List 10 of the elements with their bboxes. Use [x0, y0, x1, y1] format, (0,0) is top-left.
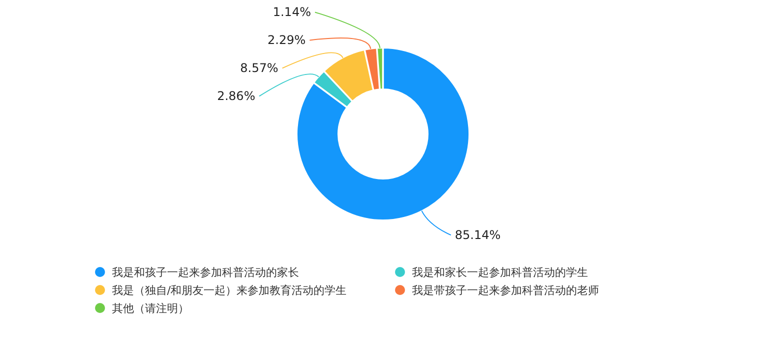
data-label: 85.14% — [454, 228, 501, 242]
data-label: 2.86% — [217, 89, 256, 104]
legend-label: 我是和孩子一起来参加科普活动的家长 — [112, 266, 299, 279]
data-label: 2.29% — [268, 33, 306, 48]
data-label: 8.57% — [240, 61, 278, 76]
legend-label: 我是带孩子一起来参加科普活动的老师 — [412, 284, 599, 297]
legend-label: 我是（独自/和朋友一起）来参加教育活动的学生 — [112, 284, 347, 297]
legend-label: 我是和家长一起参加科普活动的学生 — [412, 266, 588, 279]
data-label: 1.14% — [272, 5, 311, 20]
legend-label: 其他（请注明） — [112, 302, 189, 315]
